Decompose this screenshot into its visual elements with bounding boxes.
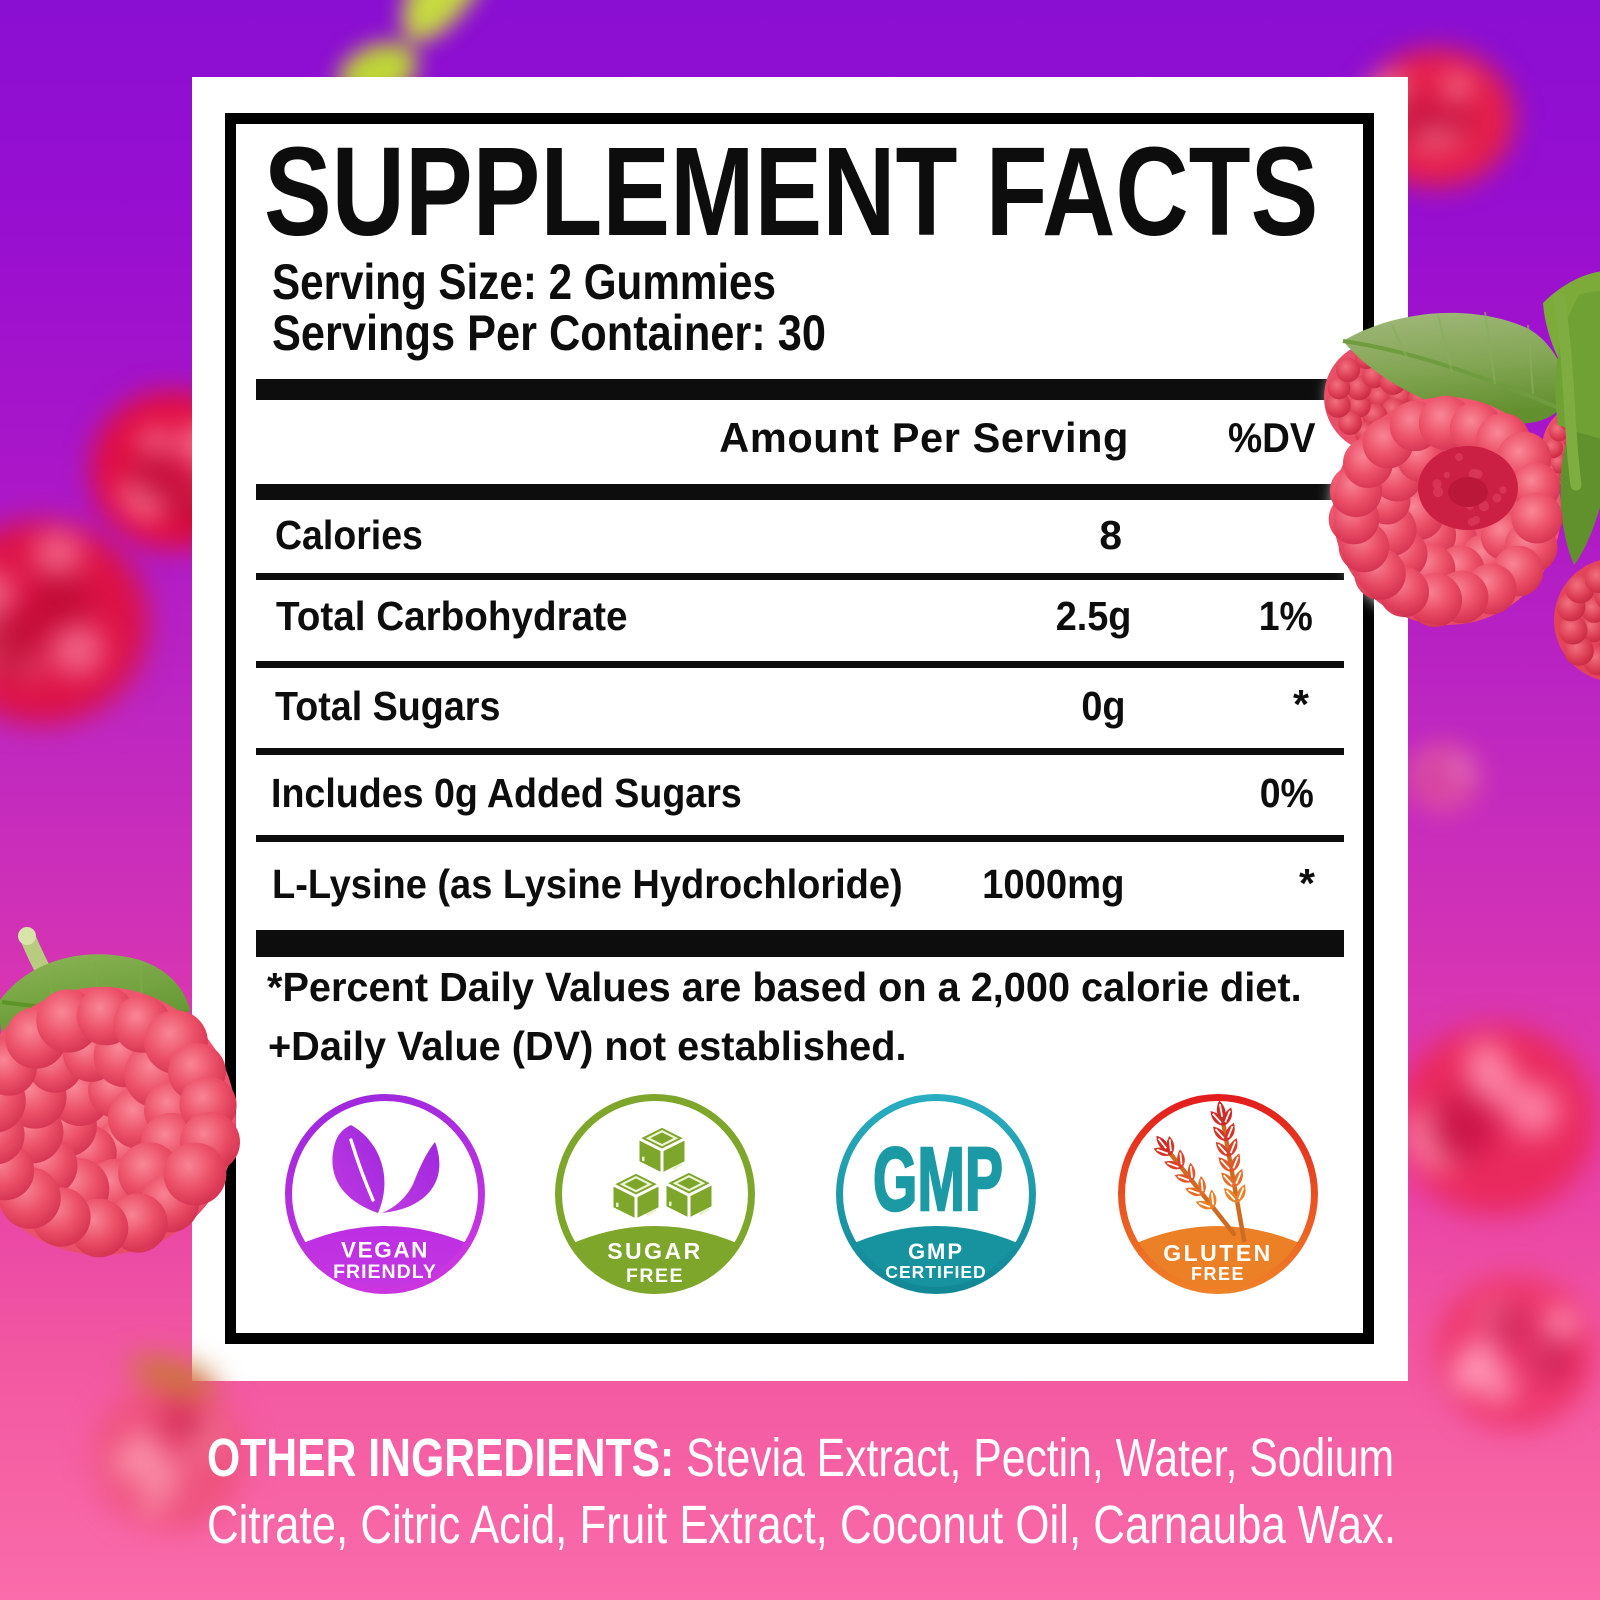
svg-text:GMP: GMP bbox=[908, 1239, 964, 1264]
svg-text:VEGAN: VEGAN bbox=[341, 1238, 429, 1263]
svg-text:FREE: FREE bbox=[626, 1265, 684, 1287]
svg-text:GMP: GMP bbox=[873, 1130, 1003, 1230]
svg-text:FRIENDLY: FRIENDLY bbox=[333, 1261, 437, 1283]
svg-text:SUGAR: SUGAR bbox=[607, 1238, 703, 1264]
svg-text:GLUTEN: GLUTEN bbox=[1163, 1240, 1273, 1266]
svg-text:CERTIFIED: CERTIFIED bbox=[885, 1262, 986, 1282]
svg-text:FREE: FREE bbox=[1191, 1264, 1245, 1284]
